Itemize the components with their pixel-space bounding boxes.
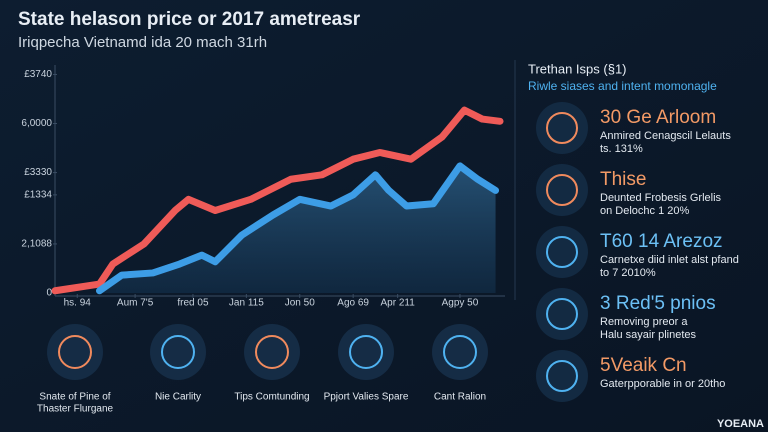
panel-subheading: Riwle siases and intent momonagle — [528, 79, 717, 93]
x-tick-label: Agpy 50 — [442, 298, 479, 309]
x-tick-label: fred 05 — [177, 298, 209, 309]
icon — [255, 335, 289, 369]
line — [96, 162, 500, 295]
item-desc: Gaterpporable in or 20tho — [600, 378, 725, 390]
item-title: 30 Ge Arloom — [600, 107, 716, 128]
icon-label: Nie Carlity — [155, 392, 201, 403]
item-title: 5Veaik Cn — [600, 355, 687, 376]
icon-label: Tips Comtunding — [234, 392, 309, 403]
logo: YOEANA — [717, 418, 764, 430]
y-tick-label: £3740 — [24, 69, 52, 80]
item-icon — [546, 112, 578, 144]
x-tick-label: Jon 50 — [285, 298, 315, 309]
item-desc: Halu sayair plinetes — [600, 329, 696, 341]
icon — [443, 335, 477, 369]
x-tick-label: Apr 211 — [381, 298, 416, 309]
x-tick-label: Jan 115 — [229, 298, 264, 309]
item-icon — [546, 236, 578, 268]
icon-bg — [47, 324, 103, 380]
item-desc: Carnetxe diid inlet alst pfand — [600, 254, 739, 266]
title: State helason price or 2017 ametreasr — [18, 9, 361, 30]
item-icon — [546, 174, 578, 206]
plot: 0 2,1088 £1334 £3330 6,0000 £3740 hs. 94 Aum 7'… — [21, 69, 504, 309]
item-desc: on Delochc 1 20% — [600, 205, 689, 217]
item-icon — [546, 298, 578, 330]
x-tick-label: Aum 7'5 — [117, 298, 154, 309]
icon-label: Thaster Flurgane — [37, 404, 114, 415]
y-tick-label: 2,1088 — [21, 239, 52, 250]
icon-bg — [432, 324, 488, 380]
icon — [161, 335, 195, 369]
y-tick-label: 6,0000 — [21, 118, 52, 129]
y-tick-label: 0 — [46, 288, 52, 299]
x-tick-label: Ago 69 — [337, 298, 369, 309]
item-icon-bg — [536, 350, 588, 402]
y-tick-label: £1334 — [24, 190, 52, 201]
y-tick-label: £3330 — [24, 167, 52, 178]
line — [51, 106, 504, 295]
icon-bg — [338, 324, 394, 380]
icon — [58, 335, 92, 369]
item-desc: Anmired Cenagscil Lelauts — [600, 130, 731, 142]
item-title: T60 14 Arezoz — [600, 231, 723, 252]
item-icon-bg — [536, 226, 588, 278]
icon-bg — [150, 324, 206, 380]
subtitle: Iriqpecha Vietnamd ida 20 mach 31rh — [18, 34, 267, 51]
item-icon-bg — [536, 102, 588, 154]
item-desc: Removing preor a — [600, 316, 688, 328]
item-desc: ts. 131% — [600, 143, 643, 155]
icon-label: Ppjort Valies Spare — [324, 392, 409, 403]
icon-label: Cant Ralion — [434, 392, 486, 403]
item-title: 3 Red'5 pnios — [600, 293, 716, 314]
icon-label: Snate of Pine of — [39, 392, 110, 403]
item-icon — [546, 360, 578, 392]
item-title: Thise — [600, 169, 646, 190]
item-icon-bg — [536, 288, 588, 340]
item-desc: to 7 2010% — [600, 267, 656, 279]
icon-bg — [244, 324, 300, 380]
item-desc: Deunted Frobesis Grlelis — [600, 192, 722, 204]
panel-heading: Trethan Isps (§1) — [528, 61, 627, 76]
x-tick-label: hs. 94 — [64, 298, 92, 309]
panel: 30 Ge Arloom Anmired Cenagscil Lelautsts.… — [536, 102, 739, 402]
icon — [349, 335, 383, 369]
item-icon-bg — [536, 164, 588, 216]
